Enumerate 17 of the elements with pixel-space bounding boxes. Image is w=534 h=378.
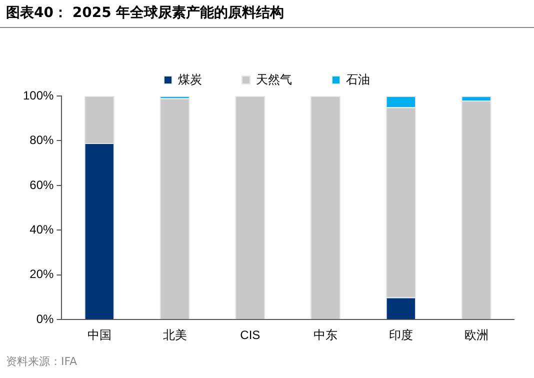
x-tick-label: 欧洲 (464, 328, 488, 342)
y-tick-label: 0% (36, 312, 54, 326)
x-tick-label: CIS (240, 328, 260, 342)
legend-label: 石油 (346, 72, 370, 86)
x-tick-label: 印度 (388, 328, 413, 342)
legend-label: 煤炭 (178, 72, 202, 86)
y-tick-label: 80% (30, 133, 54, 148)
x-tick-label: 北美 (162, 328, 187, 342)
y-tick-label: 60% (30, 178, 54, 192)
x-tick-label: 中东 (314, 328, 338, 342)
chart-title: 图表40： 2025 年全球尿素产能的原料结构 (6, 4, 284, 22)
legend-label: 天然气 (256, 72, 292, 86)
text: 资料来源：IFA (6, 354, 78, 369)
y-tick-label: 20% (30, 267, 54, 282)
y-tick-label: 100% (22, 88, 54, 102)
x-tick-label: 中国 (87, 328, 112, 342)
y-tick-label: 40% (30, 222, 54, 236)
